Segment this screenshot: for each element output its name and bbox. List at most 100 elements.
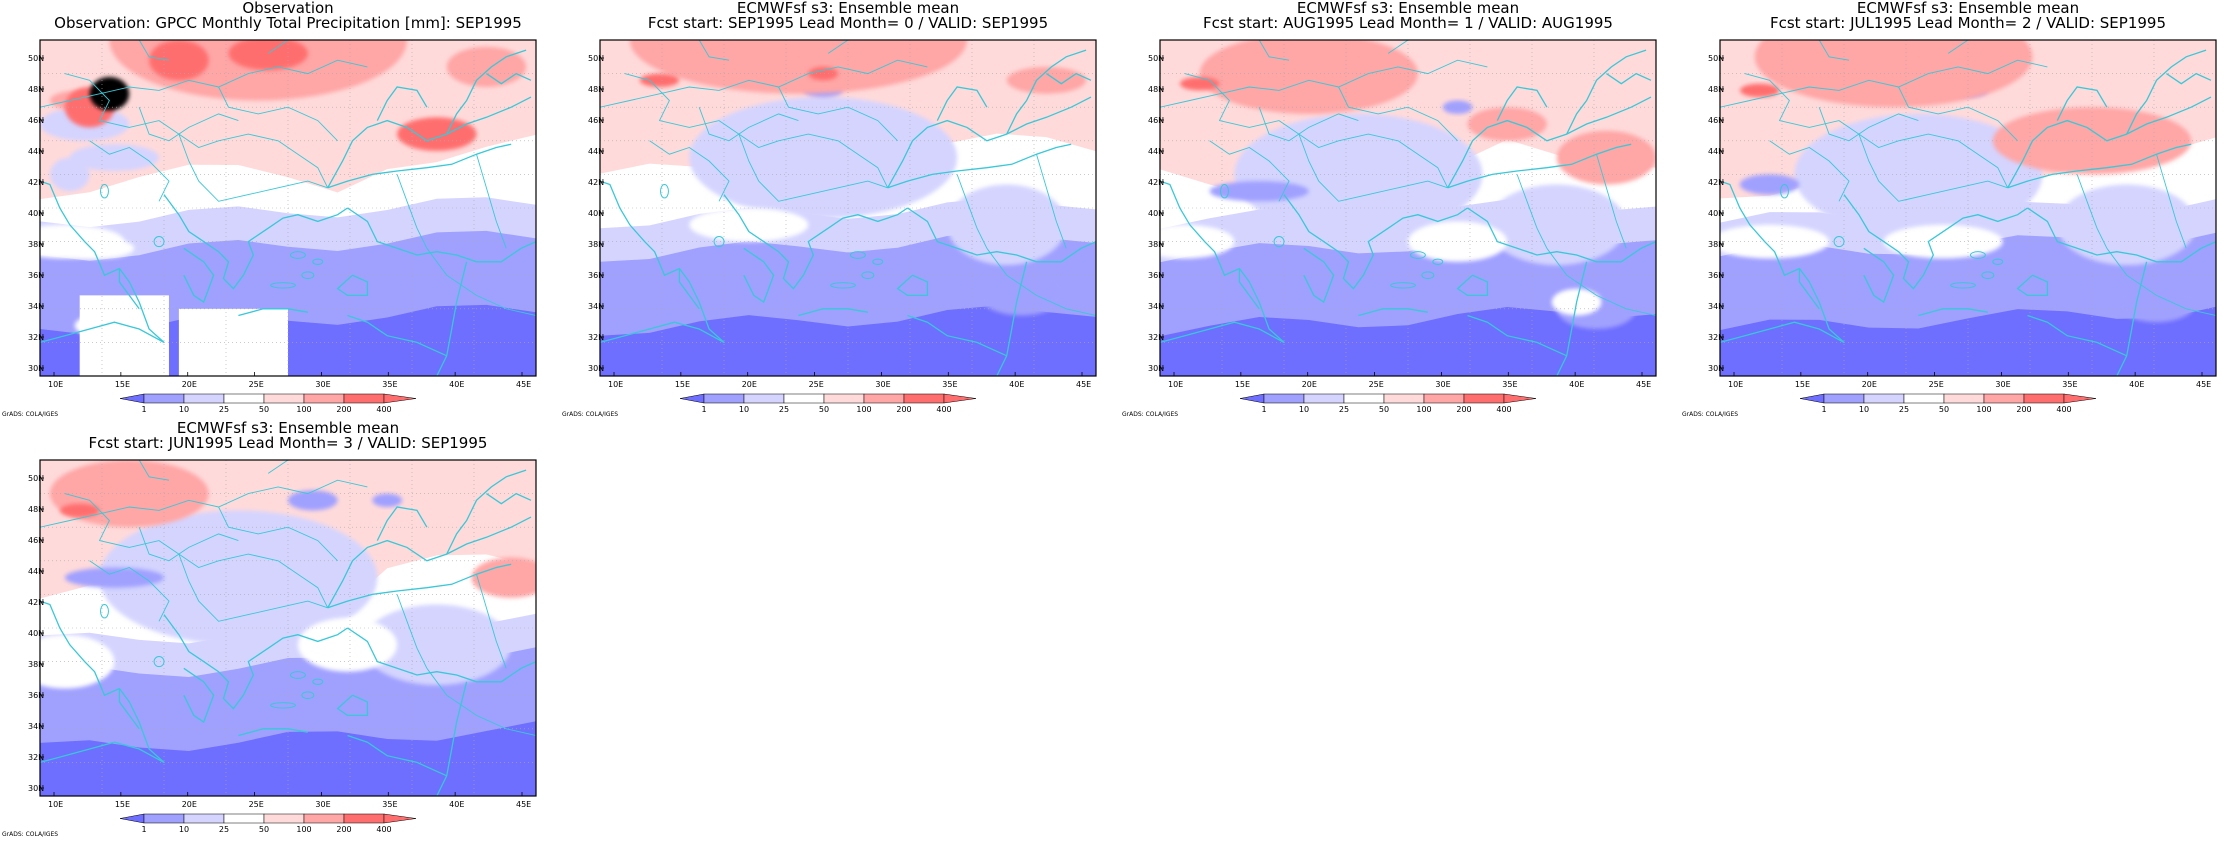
lon-tick-label: 30E [315, 380, 330, 389]
lat-tick-label: 50N [1148, 54, 1164, 63]
panel-subtitle: Fcst start: AUG1995 Lead Month= 1 / VALI… [1203, 14, 1613, 32]
lat-tick-label: 42N [28, 598, 44, 607]
lat-tick-label: 38N [28, 660, 44, 669]
lon-tick-label: 35E [382, 800, 397, 809]
country-border [1184, 73, 1399, 148]
coastline [2166, 72, 2212, 85]
country-border [1947, 40, 1969, 54]
colorbar-label: 25 [1339, 405, 1349, 414]
lat-tick-label: 46N [588, 116, 604, 125]
lat-tick-label: 30N [588, 364, 604, 373]
precip-contour-region [149, 40, 209, 81]
lat-tick-label: 50N [28, 474, 44, 483]
colorbar-high-arrow [383, 393, 417, 404]
colorbar-swatch [863, 393, 905, 404]
country-border [738, 133, 888, 202]
colorbar-label: 200 [336, 405, 351, 414]
country-border [64, 493, 279, 568]
country-border [698, 107, 799, 142]
coastline [1283, 194, 1468, 290]
lat-tick-label: 40N [28, 629, 44, 638]
coastline [40, 741, 165, 764]
colorbar-high-arrow [1503, 393, 1537, 404]
country-border [64, 73, 279, 148]
lat-tick-label: 44N [1708, 147, 1724, 156]
colorbar-swatch [143, 393, 185, 404]
coastline [1160, 180, 1285, 343]
colorbar-label: 50 [1379, 405, 1389, 414]
colorbar-swatch [303, 813, 345, 824]
coastline [2007, 143, 2192, 189]
coastline [118, 268, 140, 310]
coastline [1006, 49, 1087, 135]
coastline [446, 469, 527, 555]
map-body [600, 40, 1096, 376]
colorbar-swatch [1383, 393, 1425, 404]
precip-contour-region [1794, 113, 2043, 235]
country-border [778, 86, 898, 142]
country-border [40, 479, 368, 528]
coastline [1046, 72, 1092, 85]
colorbar-swatch [743, 393, 785, 404]
lat-tick-label: 40N [1148, 209, 1164, 218]
precip-contour-region [64, 567, 164, 588]
coastline [436, 261, 468, 376]
country-border [2156, 154, 2187, 249]
island-outline [1409, 251, 1426, 259]
precip-contour-region [1754, 40, 2033, 108]
coastline [336, 274, 369, 297]
precip-contour-region [808, 66, 839, 81]
precip-contour-region [372, 493, 403, 507]
precip-band [40, 721, 536, 796]
country-border [1720, 59, 2048, 108]
coastline [347, 207, 536, 263]
lon-tick-label: 35E [2062, 380, 2077, 389]
country-border [1957, 140, 2009, 188]
precip-contour-region [1408, 221, 1508, 262]
coastline [486, 492, 532, 505]
colorbar-swatch [183, 393, 225, 404]
island-outline [270, 282, 296, 289]
colorbar-swatch [263, 393, 305, 404]
precip-contour-region [1739, 174, 1800, 195]
country-border [89, 140, 170, 202]
panel-title: ECMWFsf s3: Ensemble mean [177, 419, 399, 437]
island-outline [1780, 183, 1789, 199]
lat-tick-label: 38N [588, 240, 604, 249]
colorbar-swatch [343, 813, 385, 824]
lon-tick-label: 25E [249, 800, 264, 809]
island-outline [301, 271, 315, 280]
colorbar-label: 200 [1456, 405, 1471, 414]
lat-tick-label: 40N [588, 209, 604, 218]
precip-contour-region [64, 238, 135, 259]
country-border [218, 506, 338, 562]
country-border [277, 560, 329, 608]
coastline [238, 308, 308, 317]
coastline [2007, 96, 2212, 189]
grads-credit: GrADS: COLA/IGES [1122, 411, 1178, 418]
country-border [138, 460, 170, 481]
lon-tick-label: 35E [382, 380, 397, 389]
colorbar-swatch [1343, 393, 1385, 404]
country-border [1744, 73, 1959, 148]
island-outline [100, 603, 109, 619]
precip-contour-region [947, 184, 1067, 266]
colorbar-label: 100 [296, 825, 311, 834]
precip-contour-region [1883, 224, 2003, 259]
country-border [1209, 140, 1290, 202]
lat-tick-label: 32N [1708, 333, 1724, 342]
colorbar-low-arrow [1799, 393, 1825, 404]
coastline [1606, 72, 1652, 85]
colorbar-label: 100 [1976, 405, 1991, 414]
coastline [1798, 268, 1820, 310]
country-border [600, 59, 928, 108]
lon-tick-label: 40E [2129, 380, 2144, 389]
country-border [178, 553, 328, 622]
coastline [163, 614, 348, 710]
precip-contour-region [446, 46, 527, 88]
lat-tick-label: 42N [1148, 178, 1164, 187]
lon-tick-label: 10E [48, 380, 63, 389]
country-border [267, 460, 289, 474]
